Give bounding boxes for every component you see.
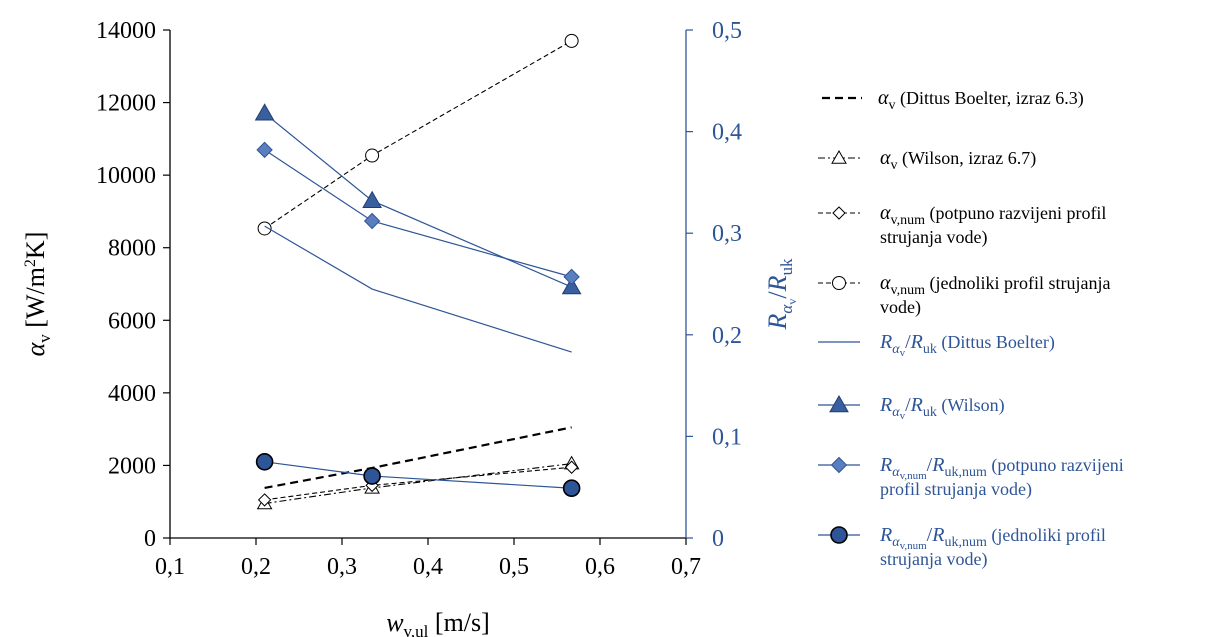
y-left-tick-label: 8000 (108, 236, 156, 262)
legend-item-1: αv (Dittus Boelter, izraz 6.3) (822, 87, 1084, 113)
legend-marker (830, 456, 848, 474)
data-point (254, 103, 275, 121)
series (254, 33, 582, 510)
legend-item-5: Rαv/Ruk (Dittus Boelter) (818, 331, 1055, 359)
tick-labels: 0200040006000800010000120001400000,10,20… (96, 18, 742, 580)
y-right-tick-label: 0,3 (712, 221, 742, 247)
series-line (264, 463, 572, 505)
legend-label: Rαv,num/Ruk,num (jednoliki profil (879, 524, 1106, 552)
legend-label: profil strujanja vode) (880, 479, 1032, 500)
series-4 (257, 33, 579, 236)
legend-item-3: αv,num (potpuno razvijeni profil strujan… (818, 202, 1106, 248)
x-tick-label: 0,6 (585, 554, 615, 580)
legend-label: vode) (880, 297, 921, 318)
legend-marker (832, 276, 846, 290)
y-left-tick-label: 12000 (96, 91, 156, 117)
y-left-tick-label: 6000 (108, 308, 156, 334)
legend-item-7: Rαv,num/Ruk,num (potpuno razvijeniprofil… (818, 454, 1124, 500)
legend-label: strujanja vode) (880, 227, 987, 248)
legend-item-6: Rαv/Ruk (Wilson) (818, 394, 1005, 422)
data-point (256, 141, 273, 159)
y-right-tick-label: 0,1 (712, 424, 742, 450)
legend-item-8: Rαv,num/Ruk,num (jednoliki profilstrujan… (818, 524, 1106, 570)
y-axis-right-title: Rαv/Ruk (763, 258, 799, 330)
data-point (257, 493, 272, 507)
x-tick-label: 0,5 (499, 554, 529, 580)
data-point (563, 268, 580, 286)
legend-label: αv,num (potpuno razvijeni profil (880, 202, 1106, 228)
series-line (264, 225, 572, 353)
y-left-tick-label: 4000 (108, 381, 156, 407)
y-right-tick-label: 0,5 (712, 18, 742, 44)
data-point (363, 467, 381, 485)
x-tick-label: 0,4 (413, 554, 443, 580)
legend-marker (831, 149, 847, 164)
series-5 (264, 225, 572, 353)
legend-marker (829, 394, 849, 413)
y-left-tick-label: 10000 (96, 163, 156, 189)
x-tick-label: 0,3 (327, 554, 357, 580)
data-point (257, 221, 272, 236)
y-right-tick-label: 0 (712, 526, 724, 552)
series-line (264, 149, 572, 278)
series-line (264, 112, 572, 288)
data-point (363, 212, 381, 230)
legend-label: Rαv/Ruk (Dittus Boelter) (879, 331, 1055, 359)
legend-label: strujanja vode) (880, 549, 987, 570)
data-point (365, 148, 380, 163)
data-point (255, 452, 274, 471)
legend-label: αv (Dittus Boelter, izraz 6.3) (878, 87, 1084, 113)
x-tick-label: 0,7 (671, 554, 701, 580)
series-line (264, 461, 572, 489)
legend-label: Rαv/Ruk (Wilson) (879, 394, 1005, 422)
y-axis-left-title: αv [W/m2K] (21, 232, 54, 357)
legend-marker (832, 206, 846, 220)
y-left-tick-label: 14000 (96, 18, 156, 44)
y-left-tick-label: 2000 (108, 453, 156, 479)
legend-marker (830, 526, 848, 544)
data-point (562, 479, 581, 498)
x-tick-label: 0,1 (155, 554, 185, 580)
data-point (564, 460, 579, 474)
data-point (564, 33, 579, 48)
series-2 (256, 455, 580, 510)
y-right-tick-label: 0,4 (712, 120, 742, 146)
x-axis-title: wv,ul [m/s] (386, 608, 490, 637)
y-left-tick-label: 0 (144, 526, 156, 552)
data-point (561, 277, 582, 295)
axes (163, 29, 693, 545)
legend-label: αv (Wilson, izraz 6.7) (880, 147, 1036, 173)
series-8 (255, 452, 581, 498)
y-right-tick-label: 0,2 (712, 323, 742, 349)
legend: αv (Dittus Boelter, izraz 6.3) αv (Wilson… (818, 87, 1124, 570)
series-line (264, 40, 572, 229)
legend-item-2: αv (Wilson, izraz 6.7) (818, 147, 1036, 173)
x-tick-label: 0,2 (241, 554, 271, 580)
series-7 (256, 141, 580, 286)
axis-titles: wv,ul [m/s] αv [W/m2K] Rαv/Ruk (21, 232, 799, 637)
series-line (264, 466, 572, 501)
data-point (362, 190, 382, 208)
legend-label: Rαv,num/Ruk,num (potpuno razvijeni (879, 454, 1124, 482)
legend-label: αv,num (jednoliki profil strujanja (880, 272, 1110, 298)
